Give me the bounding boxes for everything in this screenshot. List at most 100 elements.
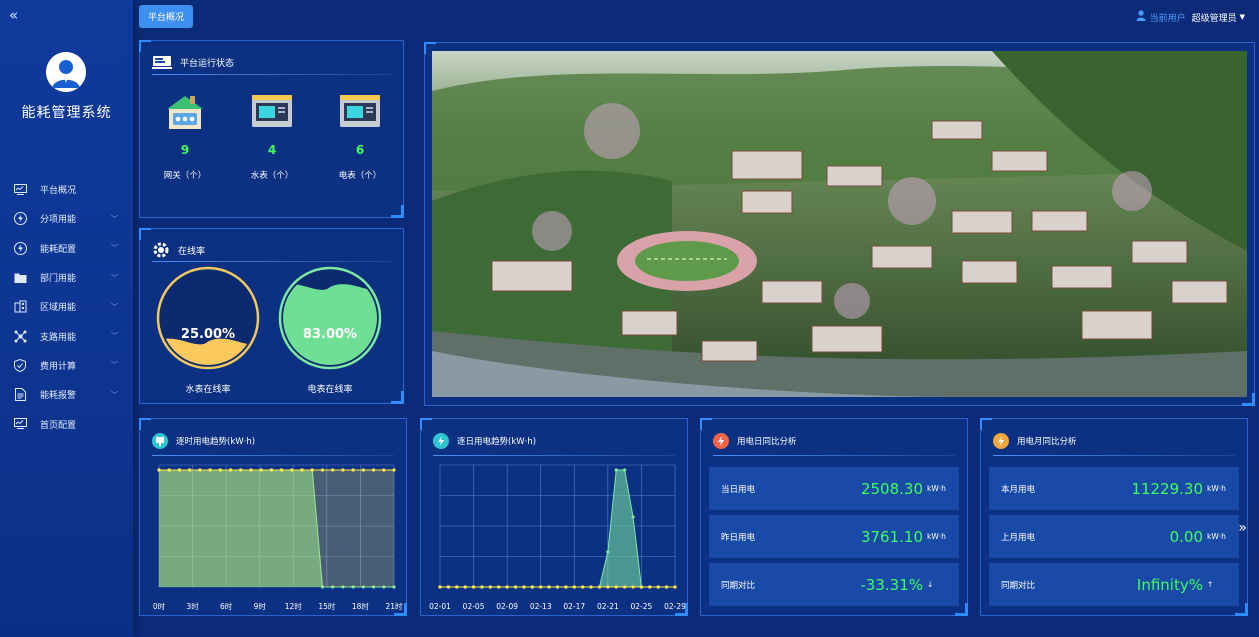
water-meter-icon [252, 95, 292, 127]
data-point [497, 585, 501, 589]
water-online-gauge [156, 266, 260, 370]
user-avatar-icon [46, 52, 86, 92]
menu-item-energy-config[interactable]: 能耗配置 ﹀ [0, 234, 133, 263]
data-point [639, 585, 644, 589]
data-point [310, 468, 314, 472]
data-point [446, 585, 450, 589]
water-meter-count: 4 [267, 143, 277, 157]
data-point [673, 585, 677, 589]
data-point [488, 585, 492, 589]
gateway-label: 网关（个） [163, 171, 207, 181]
menu-item-platform-overview[interactable]: 平台概况 [0, 175, 133, 204]
chevron-down-icon: ﹀ [111, 244, 118, 253]
menu-item-branch-energy[interactable]: 支路用能 ﹀ [0, 321, 133, 350]
user-name[interactable]: 超级管理员 [1191, 13, 1237, 24]
data-point [290, 468, 294, 472]
electric-meter-icon [340, 95, 380, 127]
data-point [249, 468, 253, 472]
chevron-down-icon: ﹀ [111, 332, 118, 341]
this-month-usage-row: 本月用电 11229.30 kW·h [989, 467, 1239, 510]
stat-unit: kW·h [1207, 532, 1226, 541]
data-point [623, 468, 627, 472]
daily-trend-chart: 02-01 02-05 02-09 02-13 02-17 02-21 02-25 02-29 [429, 464, 686, 611]
double-chevron-right-icon[interactable]: » [1238, 520, 1247, 536]
stat-value: 3761.10 [860, 527, 923, 546]
collapse-sidebar-button[interactable]: « [9, 6, 19, 24]
x-tick-label: 3时 [186, 601, 199, 611]
stat-unit: kW·h [927, 484, 946, 493]
daily-chart-panel: 逐日用电趋势(kW·h) 02-01 02-05 02-09 02-13 02-17 02… [420, 418, 688, 616]
day-compare-panel: 用电日同比分析 当日用电 2508.30 kW·h 昨日用电 3761.10 k… [700, 418, 968, 616]
panel-title: 逐时用电趋势(kW·h) [152, 433, 255, 449]
data-point [606, 585, 610, 589]
data-point [438, 585, 442, 589]
menu-item-cost-calculation[interactable]: 费用计算 ﹀ [0, 351, 133, 380]
panel-title-text: 逐日用电趋势(kW·h) [457, 437, 537, 447]
data-point [361, 585, 365, 589]
stat-unit: kW·h [1207, 484, 1226, 493]
data-point [564, 585, 568, 589]
data-point [331, 585, 335, 589]
server-icon [152, 55, 172, 69]
data-point [188, 468, 192, 472]
data-point [392, 468, 396, 472]
data-point [597, 585, 602, 589]
data-point [455, 585, 459, 589]
data-point [631, 515, 635, 519]
menu-item-label: 首页配置 [40, 420, 77, 431]
data-point [371, 468, 376, 472]
data-point [239, 468, 243, 472]
user-menu[interactable]: 当前用户 超级管理员 ▼ [1136, 10, 1245, 24]
data-point [480, 585, 484, 589]
shield-icon [13, 358, 27, 372]
electric-online-label: 电表在线率 [307, 385, 353, 395]
panel-title: 平台运行状态 [152, 55, 234, 69]
stat-value: 0.00 [1169, 527, 1203, 546]
menu-item-label: 费用计算 [40, 361, 77, 372]
stat-label: 同期对比 [721, 580, 756, 591]
menu-item-label: 能耗配置 [40, 244, 77, 255]
data-point [269, 468, 273, 472]
data-point [614, 585, 618, 589]
stat-label: 昨日用电 [721, 532, 756, 543]
data-point [522, 585, 526, 589]
chevron-down-icon: ﹀ [111, 361, 118, 370]
campus-aerial-illustration [432, 51, 1247, 397]
water-online-value: 25.00% [180, 327, 236, 342]
chart-grid [439, 464, 676, 588]
x-tick-label: 02-01 [429, 602, 451, 611]
online-gauges [156, 266, 382, 370]
series-area [159, 470, 394, 587]
data-point [572, 585, 576, 589]
data-point [280, 468, 284, 472]
data-point [351, 585, 355, 589]
menu-item-area-energy[interactable]: 区域用能 ﹀ [0, 292, 133, 321]
stat-value: Infinity% [1136, 575, 1203, 594]
caret-down-icon[interactable]: ▼ [1239, 13, 1245, 21]
menu-item-label: 区域用能 [40, 303, 77, 314]
user-icon [1136, 10, 1146, 24]
monitor-icon [13, 417, 27, 431]
panel-title-text: 用电日同比分析 [737, 437, 797, 447]
menu-item-department-energy[interactable]: 部门用能 ﹀ [0, 263, 133, 292]
panel-title-text: 在线率 [178, 246, 206, 257]
x-tick-label: 02-09 [496, 602, 518, 611]
water-online-label: 水表在线率 [185, 385, 231, 395]
stat-label: 上月用电 [1001, 532, 1036, 543]
menu-item-sub-energy[interactable]: 分项用能 ﹀ [0, 204, 133, 233]
lightning-icon [993, 433, 1009, 449]
menu-item-home-config[interactable]: 首页配置 [0, 409, 133, 438]
stat-label: 当日用电 [721, 484, 756, 495]
data-point [300, 468, 304, 472]
data-point [218, 468, 222, 472]
tab-platform-overview[interactable]: 平台概况 [139, 5, 193, 28]
avatar[interactable] [46, 52, 86, 92]
menu-item-energy-alarm[interactable]: 能耗报警 ﹀ [0, 380, 133, 409]
x-tick-label: 0时 [153, 601, 166, 611]
data-point [320, 585, 325, 589]
electric-meter-stat: 6 电表（个） [330, 93, 390, 181]
data-point [341, 585, 345, 589]
water-meter-stat: 4 水表（个） [242, 93, 302, 181]
panel-title-text: 用电月同比分析 [1017, 437, 1077, 447]
lightning-icon [13, 212, 27, 226]
